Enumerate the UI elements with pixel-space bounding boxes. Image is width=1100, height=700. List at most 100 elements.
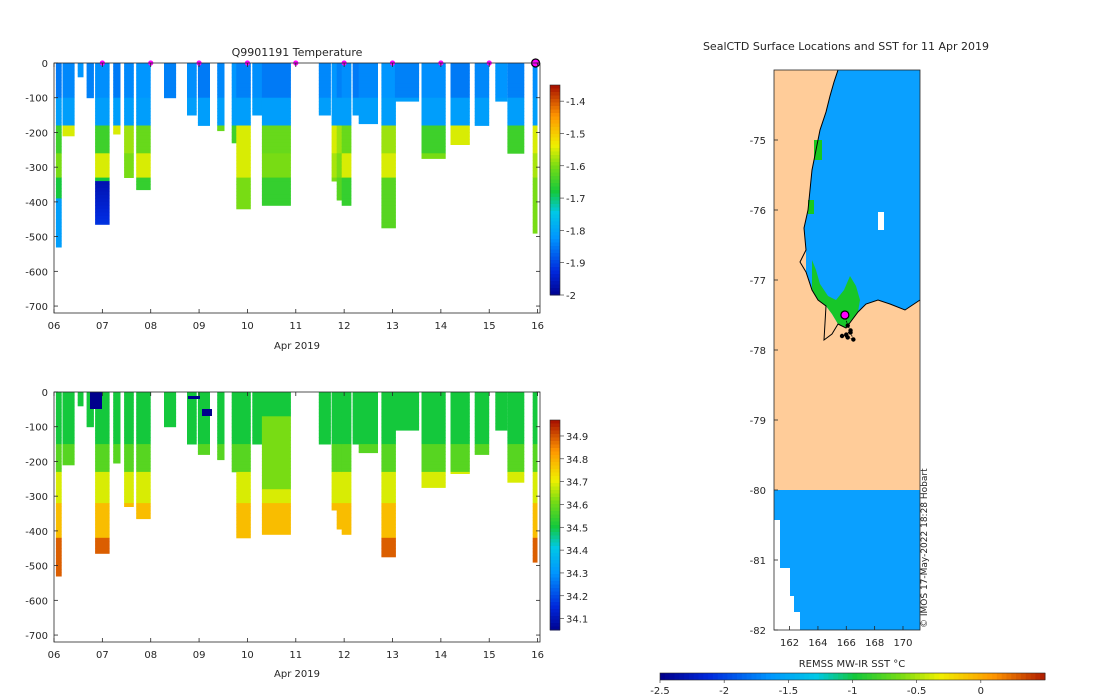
data-cell	[532, 201, 538, 206]
colorbar-cell	[550, 420, 560, 424]
data-cell	[532, 104, 538, 109]
data-cell	[217, 69, 225, 74]
data-cell	[341, 174, 352, 178]
data-cell	[421, 426, 446, 431]
data-cell	[381, 537, 396, 542]
data-cell	[532, 135, 538, 140]
data-cell	[62, 104, 75, 109]
colorbar-cell	[550, 144, 560, 149]
data-cell	[495, 94, 508, 99]
data-cell	[532, 489, 538, 494]
data-cell	[318, 87, 331, 92]
x-tick-label: 11	[289, 650, 302, 661]
data-cell	[55, 205, 62, 210]
colorbar-cell	[1020, 673, 1027, 680]
data-cell	[261, 478, 291, 483]
data-cell	[358, 405, 378, 410]
colorbar-cell	[550, 427, 560, 431]
data-cell	[95, 492, 110, 497]
data-cell	[136, 409, 151, 414]
data-cell	[95, 544, 110, 549]
data-cell	[474, 402, 490, 407]
data-cell	[197, 111, 210, 116]
data-cell	[95, 80, 110, 85]
data-cell	[136, 416, 151, 421]
data-cell	[421, 83, 446, 88]
colorbar-tick-label: -1.4	[566, 97, 586, 108]
data-cell	[341, 416, 352, 421]
data-cell	[474, 73, 490, 78]
data-cell	[352, 416, 360, 421]
data-cell	[341, 135, 352, 140]
data-cell	[252, 433, 262, 438]
colorbar-cell	[550, 595, 560, 599]
data-cell	[381, 555, 396, 558]
data-cell	[532, 458, 538, 462]
data-cell	[55, 97, 62, 102]
temperature-xlabel: Apr 2019	[274, 341, 320, 352]
data-cell	[261, 464, 291, 469]
data-cell	[318, 392, 331, 396]
colorbar-cell	[1001, 673, 1007, 680]
colorbar-tick-label: 34.5	[566, 523, 588, 534]
data-cell	[55, 236, 62, 241]
colorbar-cell	[550, 581, 560, 585]
data-cell	[352, 430, 360, 435]
map-sst-island-gap	[878, 212, 884, 230]
data-cell	[136, 510, 151, 514]
data-cell	[136, 454, 151, 459]
data-cell	[352, 66, 360, 71]
data-cell	[450, 63, 470, 67]
data-cell	[197, 451, 210, 455]
data-cell	[197, 398, 210, 403]
data-cell	[55, 426, 62, 431]
data-cell	[341, 108, 352, 112]
data-cell	[95, 73, 110, 78]
data-cell	[261, 69, 291, 74]
data-cell	[136, 492, 151, 497]
data-cell	[336, 444, 344, 448]
data-cell	[113, 423, 121, 428]
data-cell	[318, 395, 331, 400]
colorbar-cell	[550, 232, 560, 236]
data-cell	[252, 111, 262, 116]
data-cell	[336, 118, 344, 123]
data-cell	[113, 437, 121, 441]
data-cell	[236, 520, 251, 525]
data-cell	[231, 97, 239, 102]
data-cell	[341, 489, 352, 494]
colorbar-cell	[550, 277, 560, 282]
data-cell	[136, 513, 151, 518]
data-cell	[231, 87, 239, 92]
colorbar-cell	[550, 612, 560, 617]
data-cell	[381, 111, 396, 116]
x-tick-label: 08	[144, 650, 157, 661]
data-cell	[381, 475, 396, 480]
data-cell	[421, 430, 446, 435]
data-cell	[113, 461, 121, 464]
data-cell	[217, 104, 225, 109]
data-cell	[381, 101, 396, 106]
data-cell	[532, 118, 538, 123]
data-cell	[507, 416, 525, 421]
map-coastline	[799, 69, 921, 342]
data-cell	[252, 416, 262, 421]
data-cell	[507, 146, 525, 151]
data-cell	[95, 146, 110, 151]
data-cell	[187, 437, 197, 441]
data-cell	[55, 163, 62, 168]
data-cell	[113, 416, 121, 421]
data-cell	[136, 503, 151, 507]
data-cell	[55, 451, 62, 455]
data-cell	[236, 87, 251, 92]
data-cell	[55, 83, 62, 88]
data-cell	[421, 108, 446, 112]
data-cell	[197, 80, 210, 85]
data-cell	[187, 416, 197, 421]
data-cell	[95, 513, 110, 518]
data-cell	[55, 558, 62, 563]
x-tick-label: 10	[241, 321, 254, 332]
data-cell	[331, 177, 338, 182]
data-cell	[352, 426, 360, 431]
data-cell	[341, 129, 352, 133]
